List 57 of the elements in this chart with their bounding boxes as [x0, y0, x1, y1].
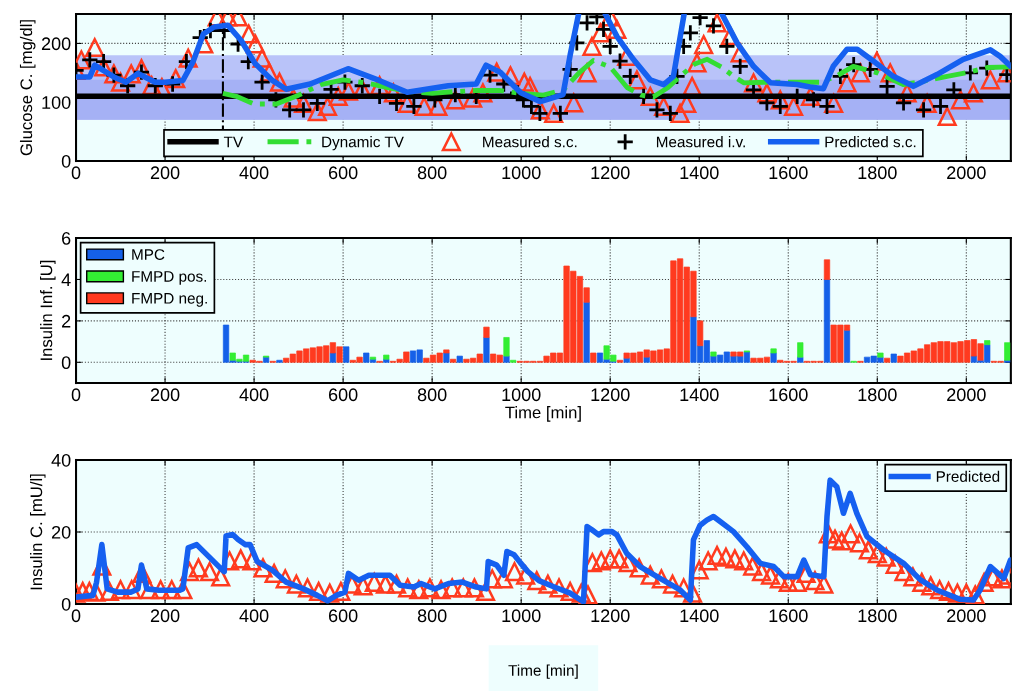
x-tick-label: 600 [328, 166, 358, 180]
x-tick-label: 1800 [858, 388, 897, 402]
legend-label: MPC [132, 249, 165, 260]
x-tick-label: 200 [150, 609, 180, 623]
y-tick-label: 6 [62, 231, 71, 245]
x-tick-label: 1600 [769, 609, 808, 623]
x-tick-label: 0 [71, 609, 81, 623]
x-tick-label: 0 [71, 166, 81, 180]
x-axis-title: Time [min] [508, 664, 578, 679]
x-tick-label: 600 [328, 609, 358, 623]
legend-label: Dynamic TV [322, 136, 404, 151]
x-tick-label: 1600 [769, 166, 808, 180]
x-tick-label: 1400 [680, 166, 719, 180]
legend-label: Measured s.c. [483, 136, 577, 148]
x-tick-label: 0 [71, 388, 81, 402]
x-tick-label: 1800 [858, 166, 897, 180]
x-tick-label: 1000 [502, 388, 541, 402]
x-tick-label: 1200 [591, 166, 630, 180]
x-tick-label: 1200 [591, 609, 630, 623]
x-tick-label: 2000 [947, 166, 986, 180]
x-tick-label: 1600 [769, 388, 808, 402]
x-axis-title: Time [min] [505, 406, 581, 422]
x-tick-label: 600 [328, 388, 358, 402]
legend-label: TV [223, 136, 244, 148]
x-tick-label: 800 [417, 388, 447, 402]
x-tick-label: 400 [239, 609, 269, 623]
legend-label: FMPD pos. [132, 271, 207, 285]
y-tick-label: 2 [62, 314, 71, 328]
x-tick-label: 800 [417, 609, 447, 623]
y-tick-label: 0 [61, 356, 71, 370]
x-tick-label: 1400 [680, 388, 719, 402]
y-axis-title: Insulin C. [mU/l] [29, 474, 46, 590]
legend-label: Predicted [936, 470, 1000, 482]
x-tick-label: 400 [239, 388, 269, 402]
x-tick-label: 200 [150, 166, 180, 180]
x-tick-label: 1800 [858, 609, 897, 623]
x-tick-label: 200 [150, 388, 180, 402]
y-tick-label: 4 [61, 273, 71, 287]
x-tick-label: 800 [417, 166, 447, 180]
x-tick-label: 2000 [947, 388, 986, 402]
y-axis-title: Glucose C. [mg/dl] [19, 20, 36, 156]
x-tick-label: 1400 [680, 609, 719, 623]
y-tick-label: 0 [61, 154, 71, 168]
y-tick-label: 0 [61, 597, 71, 611]
y-tick-label: 200 [41, 37, 71, 51]
x-tick-label: 1000 [502, 166, 541, 180]
y-tick-label: 20 [51, 525, 71, 539]
legend-label: Measured i.v. [656, 136, 745, 148]
x-tick-label: 400 [239, 166, 269, 180]
y-axis-title: Insulin Inf. [U] [40, 260, 56, 360]
legend-label: Predicted s.c. [825, 136, 916, 148]
x-tick-label: 2000 [947, 609, 986, 623]
y-tick-label: 40 [51, 453, 71, 467]
y-tick-label: 100 [42, 96, 71, 109]
x-tick-label: 1000 [502, 609, 541, 623]
x-tick-label: 1200 [591, 388, 630, 402]
legend-label: FMPD neg. [132, 293, 207, 307]
